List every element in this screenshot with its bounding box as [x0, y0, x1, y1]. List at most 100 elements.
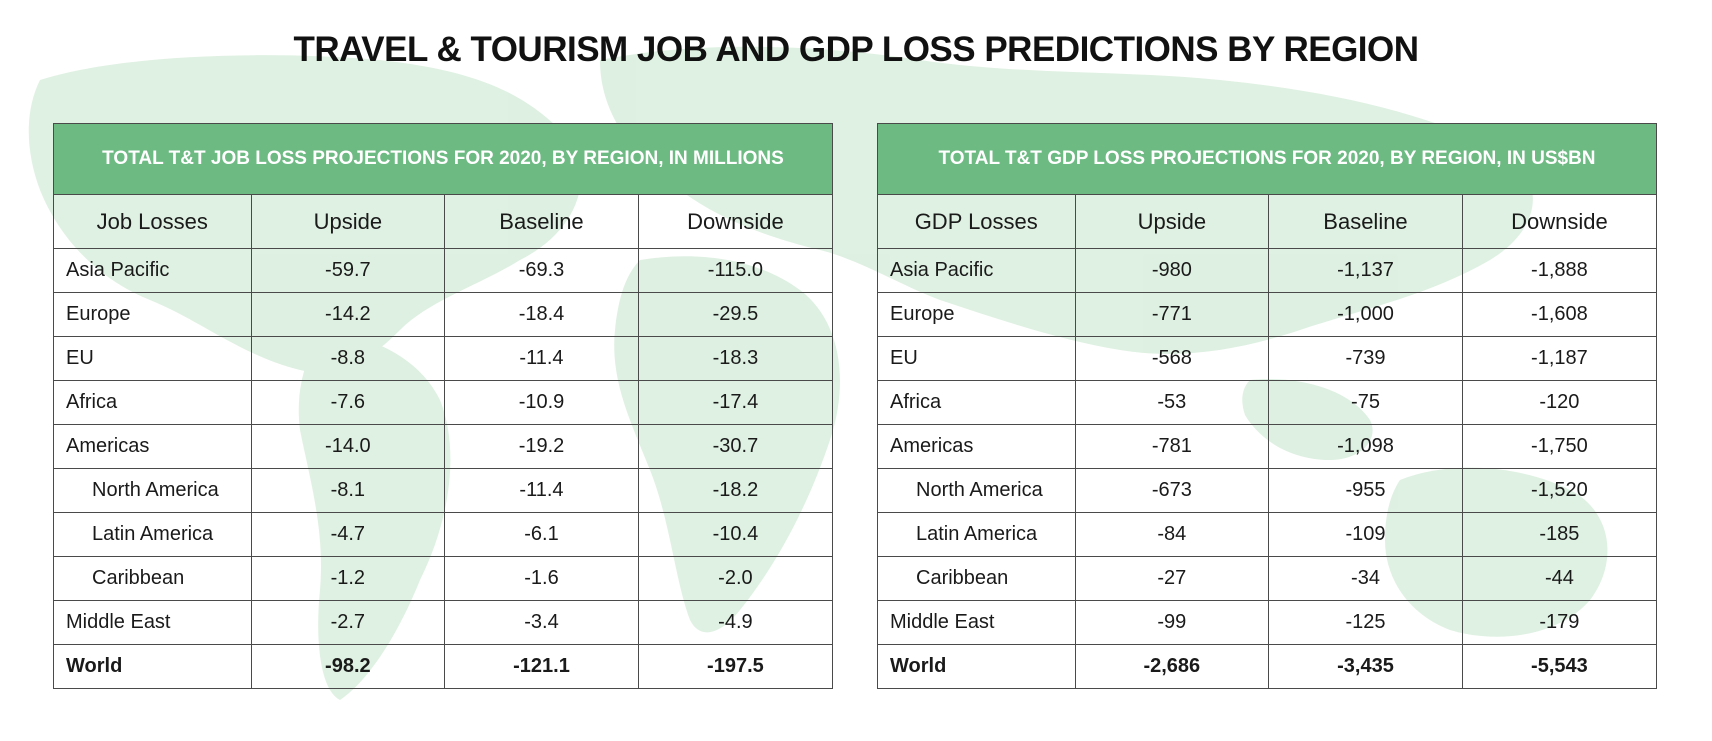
downside-value: -197.5 [637, 644, 832, 688]
downside-value: -18.3 [637, 336, 832, 381]
column-header-upside: Upside [1074, 195, 1270, 249]
gdp-loss-table-title: TOTAL T&T GDP LOSS PROJECTIONS FOR 2020,… [878, 124, 1656, 195]
baseline-value: -69.3 [444, 248, 639, 293]
table-row: Africa -7.6 -10.9 -17.4 [54, 380, 832, 425]
column-header-gdp-losses: GDP Losses [878, 195, 1076, 249]
baseline-value: -739 [1268, 336, 1463, 381]
baseline-value: -125 [1268, 600, 1463, 645]
column-header-baseline: Baseline [444, 195, 639, 249]
job-loss-table-title: TOTAL T&T JOB LOSS PROJECTIONS FOR 2020,… [54, 124, 832, 195]
upside-value: -781 [1074, 424, 1270, 469]
table-row: Americas -781 -1,098 -1,750 [878, 424, 1656, 469]
row-label: Europe [54, 292, 252, 337]
baseline-value: -6.1 [444, 512, 639, 557]
downside-value: -2.0 [637, 556, 832, 601]
baseline-value: -18.4 [444, 292, 639, 337]
upside-value: -53 [1074, 380, 1270, 425]
upside-value: -568 [1074, 336, 1270, 381]
row-label: Caribbean [878, 556, 1076, 601]
table-row: Asia Pacific -59.7 -69.3 -115.0 [54, 248, 832, 293]
downside-value: -120 [1461, 380, 1656, 425]
downside-value: -29.5 [637, 292, 832, 337]
upside-value: -14.0 [250, 424, 446, 469]
row-label: World [878, 644, 1076, 688]
downside-value: -1,608 [1461, 292, 1656, 337]
column-header-job-losses: Job Losses [54, 195, 252, 249]
row-label: Americas [54, 424, 252, 469]
downside-value: -4.9 [637, 600, 832, 645]
column-header-baseline: Baseline [1268, 195, 1463, 249]
table-row: World -98.2 -121.1 -197.5 [54, 644, 832, 688]
downside-value: -115.0 [637, 248, 832, 293]
downside-value: -18.2 [637, 468, 832, 513]
row-label: Americas [878, 424, 1076, 469]
downside-value: -179 [1461, 600, 1656, 645]
table-row: EU -8.8 -11.4 -18.3 [54, 336, 832, 381]
downside-value: -5,543 [1461, 644, 1656, 688]
table-row: Middle East -99 -125 -179 [878, 600, 1656, 645]
row-label: Asia Pacific [54, 248, 252, 293]
downside-value: -1,520 [1461, 468, 1656, 513]
row-label: Middle East [54, 600, 252, 645]
baseline-value: -121.1 [444, 644, 639, 688]
table-row: North America -673 -955 -1,520 [878, 468, 1656, 513]
table-row: Latin America -84 -109 -185 [878, 512, 1656, 557]
job-loss-table-body: Asia Pacific -59.7 -69.3 -115.0 Europe -14.2-… [54, 248, 832, 688]
table-row: Europe -14.2 -18.4 -29.5 [54, 292, 832, 337]
table-row: Latin America -4.7 -6.1 -10.4 [54, 512, 832, 557]
baseline-value: -11.4 [444, 336, 639, 381]
downside-value: -10.4 [637, 512, 832, 557]
upside-value: -673 [1074, 468, 1270, 513]
table-row: World -2,686 -3,435 -5,543 [878, 644, 1656, 688]
upside-value: -27 [1074, 556, 1270, 601]
baseline-value: -109 [1268, 512, 1463, 557]
row-label: North America [54, 468, 252, 513]
baseline-value: -1,098 [1268, 424, 1463, 469]
table-row: Africa -53 -75 -120 [878, 380, 1656, 425]
upside-value: -2.7 [250, 600, 446, 645]
job-loss-header-row: Job Losses Upside Baseline Downside [54, 195, 832, 249]
downside-value: -1,888 [1461, 248, 1656, 293]
table-row: Caribbean -27 -34 -44 [878, 556, 1656, 601]
row-label: Africa [54, 380, 252, 425]
baseline-value: -3,435 [1268, 644, 1463, 688]
row-label: Latin America [54, 512, 252, 557]
row-label: Middle East [878, 600, 1076, 645]
gdp-loss-table-body: Asia Pacific -980 -1,137 -1,888 Europe -771 -1… [878, 248, 1656, 688]
upside-value: -4.7 [250, 512, 446, 557]
row-label: EU [54, 336, 252, 381]
baseline-value: -1,137 [1268, 248, 1463, 293]
upside-value: -980 [1074, 248, 1270, 293]
row-label: Asia Pacific [878, 248, 1076, 293]
table-row: EU -568 -739 -1,187 [878, 336, 1656, 381]
baseline-value: -955 [1268, 468, 1463, 513]
baseline-value: -19.2 [444, 424, 639, 469]
row-label: EU [878, 336, 1076, 381]
row-label: Europe [878, 292, 1076, 337]
row-label: Africa [878, 380, 1076, 425]
row-label: North America [878, 468, 1076, 513]
baseline-value: -10.9 [444, 380, 639, 425]
downside-value: -30.7 [637, 424, 832, 469]
baseline-value: -11.4 [444, 468, 639, 513]
upside-value: -8.8 [250, 336, 446, 381]
baseline-value: -1,000 [1268, 292, 1463, 337]
column-header-downside: Downside [1461, 195, 1656, 249]
upside-value: -84 [1074, 512, 1270, 557]
table-row: Asia Pacific -980 -1,137 -1,888 [878, 248, 1656, 293]
baseline-value: -34 [1268, 556, 1463, 601]
baseline-value: -1.6 [444, 556, 639, 601]
gdp-loss-table-panel: TOTAL T&T GDP LOSS PROJECTIONS FOR 2020,… [877, 123, 1657, 689]
downside-value: -185 [1461, 512, 1656, 557]
row-label: World [54, 644, 252, 688]
column-header-downside: Downside [637, 195, 832, 249]
upside-value: -7.6 [250, 380, 446, 425]
upside-value: -98.2 [250, 644, 446, 688]
table-row: Europe -771 -1,000 -1,608 [878, 292, 1656, 337]
column-header-upside: Upside [250, 195, 446, 249]
gdp-loss-header-row: GDP Losses Upside Baseline Downside [878, 195, 1656, 249]
baseline-value: -75 [1268, 380, 1463, 425]
downside-value: -44 [1461, 556, 1656, 601]
upside-value: -771 [1074, 292, 1270, 337]
baseline-value: -3.4 [444, 600, 639, 645]
